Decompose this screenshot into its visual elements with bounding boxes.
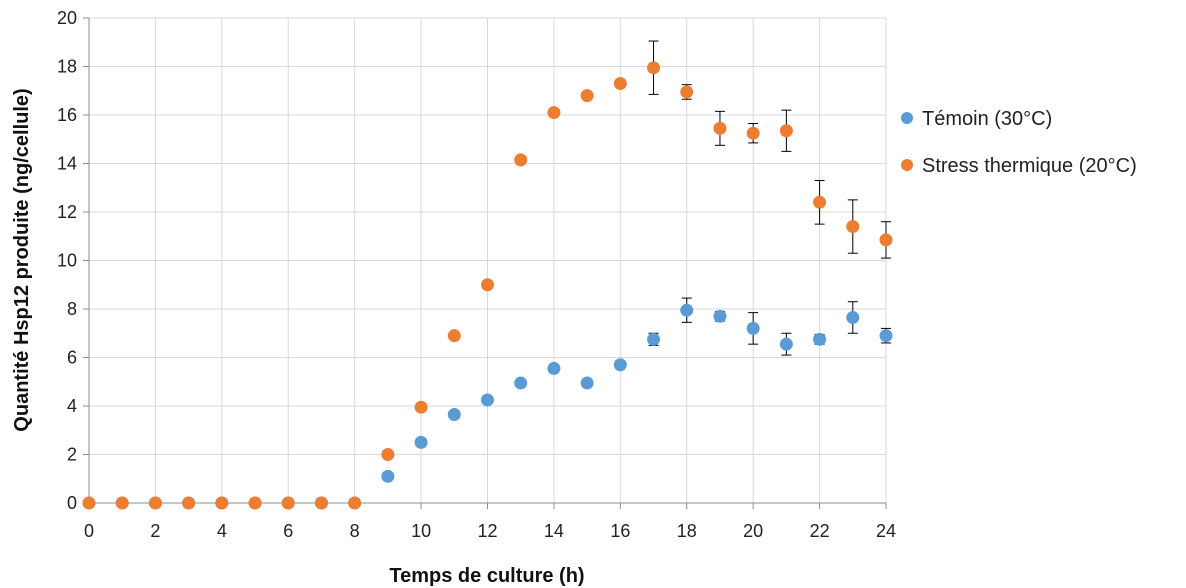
x-tick-label: 24	[876, 521, 896, 541]
point-temoin	[481, 393, 494, 407]
x-axis-title: Temps de culture (h)	[389, 565, 584, 587]
point-temoin	[813, 332, 827, 346]
point-temoin	[647, 332, 661, 346]
point-stress	[547, 106, 561, 120]
y-tick-label: 16	[57, 105, 77, 125]
x-tick-labels: 0 2 4 6 8 10 12 14 16 18 20 22 24	[84, 521, 896, 541]
point-stress	[846, 220, 860, 234]
point-temoin	[414, 435, 428, 449]
legend-item-stress: Stress thermique (20°C)	[901, 155, 1137, 177]
x-tick-label: 22	[810, 521, 830, 541]
point-stress	[779, 124, 793, 138]
legend-item-temoin: Témoin (30°C)	[901, 108, 1052, 130]
point-temoin	[779, 337, 793, 351]
y-tick-label: 8	[67, 299, 77, 319]
x-tick-label: 20	[743, 521, 763, 541]
y-axis-title: Quantité Hsp12 produite (ng/cellule)	[11, 88, 33, 431]
point-stress	[115, 496, 129, 510]
point-stress	[481, 278, 494, 292]
legend-label-stress: Stress thermique (20°C)	[922, 155, 1137, 177]
point-temoin	[879, 329, 893, 343]
y-tick-label: 18	[57, 57, 77, 77]
x-tick-label: 18	[677, 521, 697, 541]
axes	[83, 17, 887, 509]
y-tick-label: 2	[67, 445, 77, 465]
point-temoin	[447, 407, 461, 421]
point-stress	[813, 195, 827, 209]
point-temoin	[713, 309, 727, 323]
point-stress	[182, 496, 196, 510]
y-tick-label: 20	[57, 8, 77, 28]
point-temoin	[580, 376, 594, 390]
point-stress	[680, 85, 694, 99]
point-temoin	[746, 321, 760, 335]
point-temoin	[846, 310, 860, 324]
point-temoin	[680, 303, 694, 317]
legend: Témoin (30°C) Stress thermique (20°C)	[901, 108, 1137, 177]
y-tick-label: 10	[57, 251, 77, 271]
point-stress	[248, 496, 262, 510]
point-stress	[381, 448, 395, 461]
point-stress	[348, 496, 362, 510]
point-temoin	[514, 376, 528, 390]
x-tick-label: 16	[610, 521, 630, 541]
point-stress	[713, 121, 727, 135]
point-temoin	[613, 358, 627, 372]
point-temoin	[547, 361, 561, 375]
y-tick-label: 0	[67, 493, 77, 513]
x-tick-label: 12	[477, 521, 497, 541]
point-stress	[215, 496, 229, 510]
y-tick-label: 14	[57, 154, 77, 174]
point-stress	[314, 496, 328, 510]
legend-label-temoin: Témoin (30°C)	[922, 108, 1052, 130]
data-points	[82, 61, 893, 510]
gridlines	[88, 17, 887, 504]
y-tick-label: 4	[67, 396, 77, 416]
point-temoin	[381, 469, 395, 483]
y-tick-label: 12	[57, 202, 77, 222]
x-tick-label: 2	[150, 521, 160, 541]
legend-marker-stress	[901, 159, 913, 171]
x-tick-label: 8	[350, 521, 360, 541]
point-stress	[82, 496, 96, 510]
point-stress	[447, 329, 461, 343]
x-tick-label: 10	[411, 521, 431, 541]
y-tick-labels: 0 2 4 6 8 10 12 14 16 18 20	[57, 8, 77, 513]
x-tick-label: 4	[217, 521, 227, 541]
x-tick-label: 14	[544, 521, 564, 541]
point-stress	[746, 126, 760, 140]
point-stress	[148, 496, 162, 510]
legend-marker-temoin	[901, 112, 913, 124]
y-tick-label: 6	[67, 348, 77, 368]
point-stress	[879, 233, 893, 247]
point-stress	[514, 153, 528, 167]
point-stress	[414, 400, 428, 414]
point-stress	[647, 61, 661, 75]
point-stress	[281, 496, 295, 510]
x-tick-label: 0	[84, 521, 94, 541]
point-stress	[613, 76, 627, 90]
point-stress	[580, 89, 594, 103]
x-tick-label: 6	[283, 521, 293, 541]
